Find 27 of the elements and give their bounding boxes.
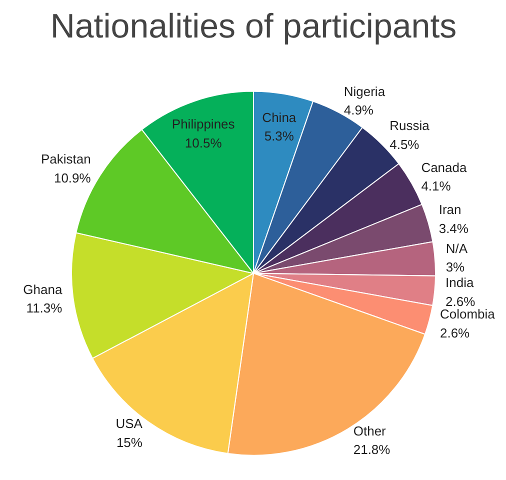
data-label: 11.3% <box>26 300 63 316</box>
slice-label: Ghana <box>23 282 63 297</box>
slice-label: Nigeria <box>344 84 386 99</box>
data-label: 5.3% <box>264 128 294 144</box>
data-label: 21.8% <box>353 442 391 458</box>
data-label: 4.9% <box>344 102 374 118</box>
data-label: 3% <box>446 260 466 275</box>
slice-label: China <box>262 110 297 125</box>
data-label: 4.5% <box>390 136 420 152</box>
slice-label: Other <box>353 423 387 438</box>
slice-label: USA <box>116 416 143 432</box>
data-label: 2.6% <box>440 325 470 340</box>
data-label: 2.6% <box>446 294 476 309</box>
slice-label: Colombia <box>440 306 496 322</box>
data-label: 10.9% <box>54 170 92 186</box>
slice-label: Pakistan <box>40 152 91 167</box>
slice-label: Canada <box>421 160 468 175</box>
slice-label: Russia <box>390 118 430 134</box>
data-label: 3.4% <box>438 220 469 236</box>
chart-title: Nationalities of participants <box>50 8 457 46</box>
slice-label: N/A <box>446 240 468 256</box>
slice-label: India <box>446 275 475 290</box>
slice-label: Philippines <box>172 116 236 132</box>
data-label: 4.1% <box>421 178 452 194</box>
data-label: 15% <box>116 434 143 450</box>
data-label: 10.5% <box>184 135 222 150</box>
slice-label: Iran <box>438 202 462 218</box>
